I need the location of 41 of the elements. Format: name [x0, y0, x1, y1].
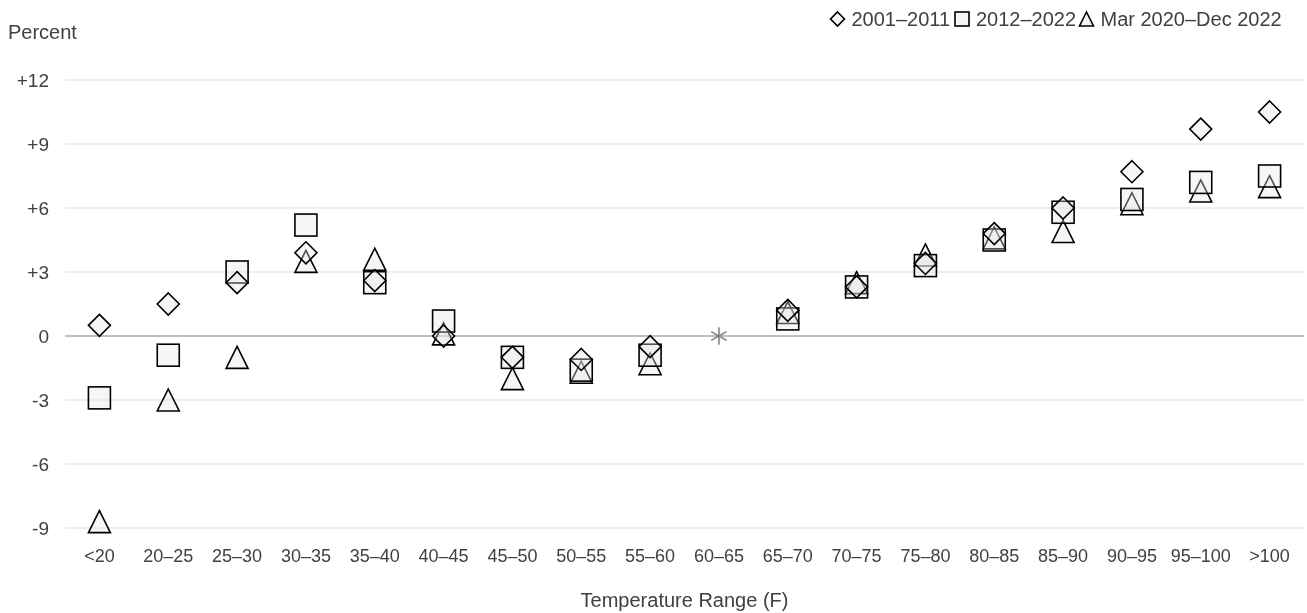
point [294, 213, 318, 237]
x-tick-label: 55–60 [625, 546, 676, 566]
y-tick-label: -3 [32, 389, 49, 411]
point [156, 343, 181, 367]
point [225, 345, 249, 370]
point [156, 292, 181, 316]
y-axis-title: Percent [8, 21, 78, 43]
x-tick-label: 35–40 [349, 546, 400, 566]
x-tick-label: 65–70 [762, 546, 813, 566]
x-tick-label: 90–95 [1106, 546, 1157, 566]
point [87, 386, 112, 410]
point [1188, 117, 1213, 141]
y-tick-label: 0 [38, 325, 49, 347]
x-tick-label: 95–100 [1170, 546, 1231, 566]
legend-label: 2001–2011 [851, 8, 951, 30]
x-tick-label: 50–55 [556, 546, 607, 566]
x-tick-label: >100 [1249, 546, 1290, 566]
y-tick-label: +6 [27, 197, 49, 219]
x-tick-label: 60–65 [693, 546, 744, 566]
x-tick-label: <20 [84, 546, 115, 566]
point [1188, 170, 1213, 195]
point [1257, 164, 1282, 188]
y-tick-label: +3 [27, 261, 49, 283]
x-tick-label: 25–30 [212, 546, 263, 566]
x-tick-label: 30–35 [280, 546, 331, 566]
legend-label: Mar 2020–Dec 2022 [1100, 8, 1282, 30]
x-tick-label: 40–45 [418, 546, 469, 566]
x-tick-label: 75–80 [900, 546, 951, 566]
y-tick-label: +9 [27, 133, 49, 155]
x-tick-label: 70–75 [831, 546, 882, 566]
x-tick-label: 85–90 [1038, 546, 1089, 566]
y-tick-label: -6 [32, 453, 49, 475]
x-tick-label: 80–85 [969, 546, 1020, 566]
point [710, 326, 728, 346]
y-tick-label: +12 [16, 69, 49, 91]
legend-label: 2012–2022 [976, 8, 1077, 30]
point [1257, 100, 1282, 124]
x-axis-title: Temperature Range (F) [580, 589, 789, 611]
x-tick-label: 20–25 [143, 546, 194, 566]
x-tick-label: 45–50 [487, 546, 538, 566]
y-tick-label: -9 [32, 517, 49, 539]
